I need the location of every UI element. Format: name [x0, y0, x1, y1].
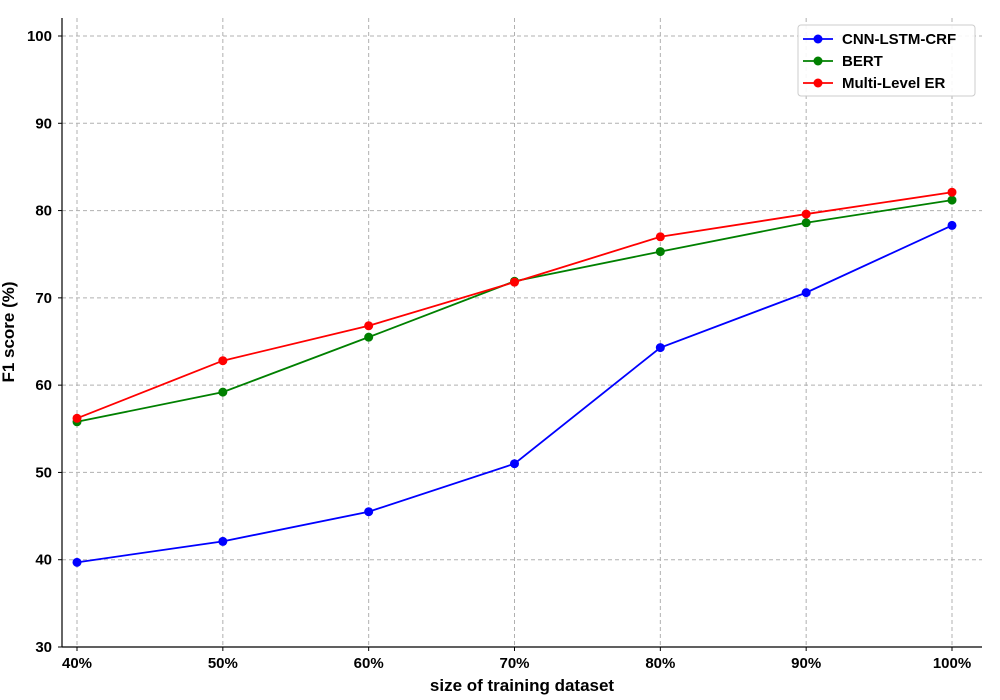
data-point — [218, 356, 228, 366]
data-point — [801, 209, 811, 219]
x-tick-label: 80% — [645, 655, 675, 672]
x-tick-label: 60% — [354, 655, 384, 672]
x-axis-title: size of training dataset — [430, 676, 615, 695]
data-point — [947, 187, 957, 197]
x-tick-label: 90% — [791, 655, 821, 672]
legend-frame — [797, 24, 976, 97]
y-axis-title: F1 score (%) — [0, 281, 18, 382]
data-point — [947, 220, 957, 230]
data-point — [801, 288, 811, 298]
data-point — [364, 321, 374, 331]
y-tick-label: 100 — [27, 28, 52, 45]
y-tick-label: 80 — [35, 203, 52, 220]
legend-marker — [813, 78, 823, 88]
data-point — [364, 332, 374, 342]
y-tick-label: 40 — [35, 552, 52, 569]
data-point — [218, 536, 228, 546]
tick-labels: 30 40 50 60 70 80 90 100 40% 50% 60% 70% 80% 90% 100% — [27, 28, 971, 672]
grid — [62, 18, 982, 647]
y-tick-label: 30 — [35, 639, 52, 656]
legend-label: Multi-Level ER — [842, 75, 946, 92]
data-point — [801, 218, 811, 228]
series-1 — [72, 220, 957, 567]
data-point — [510, 459, 519, 469]
y-tick-label: 50 — [35, 464, 52, 481]
data-point — [655, 247, 665, 257]
data-point — [72, 413, 82, 423]
data-point — [72, 557, 82, 567]
y-tick-label: 60 — [35, 377, 52, 394]
x-tick-label: 100% — [933, 655, 971, 672]
x-tick-label: 50% — [208, 655, 238, 672]
series — [72, 187, 957, 567]
series-line — [76, 199, 953, 423]
y-tick-label: 90 — [35, 115, 52, 132]
data-point — [655, 343, 665, 353]
x-tick-label: 70% — [499, 655, 529, 672]
y-tick-label: 70 — [35, 290, 52, 307]
series-3 — [72, 187, 957, 423]
legend-label: BERT — [842, 53, 883, 70]
axes — [61, 18, 982, 648]
data-point — [364, 507, 374, 517]
data-point — [655, 232, 665, 242]
legend-label: CNN-LSTM-CRF — [842, 31, 956, 48]
data-point — [218, 387, 228, 397]
x-tick-label: 40% — [62, 655, 92, 672]
legend: CNN-LSTM-CRF BERT Multi-Level ER — [797, 24, 976, 97]
legend-marker — [813, 34, 823, 44]
data-point — [947, 195, 957, 205]
data-point — [510, 277, 519, 287]
legend-marker — [813, 56, 823, 66]
